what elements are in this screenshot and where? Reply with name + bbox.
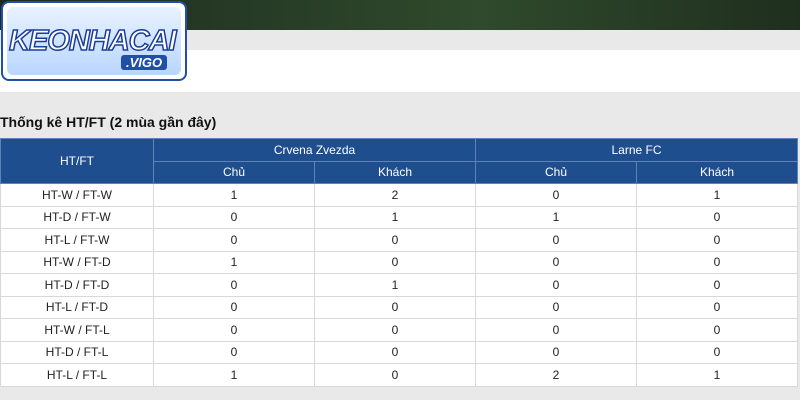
header-label: HT/FT	[0, 138, 154, 184]
cell-value: 0	[636, 205, 798, 229]
logo[interactable]: KEONHACAI .VIGO	[1, 1, 187, 81]
row-label: HT-D / FT-L	[0, 340, 154, 364]
header-row: HT/FT Crvena Zvezda Larne FC	[0, 138, 798, 184]
cell-value: 1	[314, 205, 476, 229]
data-row: HT-L / FT-D 0 0 0 0	[0, 295, 798, 319]
cell-value: 0	[153, 273, 315, 297]
data-row: HT-W / FT-L 0 0 0 0	[0, 318, 798, 342]
section-title: Thống kê HT/FT (2 mùa gần đây)	[0, 114, 217, 130]
cell-value: 0	[475, 250, 637, 274]
cell-value: 2	[475, 363, 637, 387]
column-header: Khách	[636, 160, 798, 184]
cell-value: 0	[475, 228, 637, 252]
cell-value: 0	[636, 250, 798, 274]
cell-value: 1	[475, 205, 637, 229]
cell-value: 0	[475, 318, 637, 342]
cell-value: 0	[475, 273, 637, 297]
column-header: Khách	[314, 160, 476, 184]
logo-sub: .VIGO	[121, 55, 168, 70]
cell-value: 0	[314, 228, 476, 252]
cell-value: 0	[153, 295, 315, 319]
row-label: HT-W / FT-W	[0, 183, 154, 207]
cell-value: 1	[153, 363, 315, 387]
cell-value: 0	[153, 228, 315, 252]
row-label: HT-L / FT-L	[0, 363, 154, 387]
row-label: HT-D / FT-W	[0, 205, 154, 229]
data-row: HT-W / FT-D 1 0 0 0	[0, 250, 798, 274]
data-row: HT-D / FT-W 0 1 1 0	[0, 205, 798, 229]
team-name: Larne FC	[475, 138, 798, 162]
team-name: Crvena Zvezda	[153, 138, 476, 162]
row-label: HT-W / FT-D	[0, 250, 154, 274]
stats-table: HT/FT Crvena Zvezda Larne FC Chủ Khách Chủ Khá…	[0, 138, 798, 387]
cell-value: 0	[153, 205, 315, 229]
column-header: Chủ	[153, 160, 315, 184]
row-label: HT-L / FT-D	[0, 295, 154, 319]
cell-value: 1	[636, 183, 798, 207]
cell-value: 1	[636, 363, 798, 387]
cell-value: 0	[314, 363, 476, 387]
cell-value: 0	[153, 340, 315, 364]
logo-text: KEONHACAI	[8, 24, 177, 58]
cell-value: 1	[153, 250, 315, 274]
cell-value: 0	[636, 318, 798, 342]
cell-value: 0	[153, 318, 315, 342]
cell-value: 2	[314, 183, 476, 207]
data-row: HT-L / FT-W 0 0 0 0	[0, 228, 798, 252]
cell-value: 0	[636, 295, 798, 319]
cell-value: 0	[314, 318, 476, 342]
cell-value: 0	[636, 340, 798, 364]
cell-value: 0	[475, 295, 637, 319]
row-label: HT-W / FT-L	[0, 318, 154, 342]
data-row: HT-D / FT-L 0 0 0 0	[0, 340, 798, 364]
data-row: HT-W / FT-W 1 2 0 1	[0, 183, 798, 207]
row-label: HT-L / FT-W	[0, 228, 154, 252]
cell-value: 0	[314, 295, 476, 319]
cell-value: 0	[636, 273, 798, 297]
cell-value: 1	[153, 183, 315, 207]
cell-value: 0	[636, 228, 798, 252]
data-row: HT-L / FT-L 1 0 2 1	[0, 363, 798, 387]
column-header: Chủ	[475, 160, 637, 184]
cell-value: 0	[314, 340, 476, 364]
cell-value: 0	[475, 183, 637, 207]
data-row: HT-D / FT-D 0 1 0 0	[0, 273, 798, 297]
cell-value: 0	[475, 340, 637, 364]
subheader-row: Chủ Khách Chủ Khách	[1, 160, 798, 184]
row-label: HT-D / FT-D	[0, 273, 154, 297]
cell-value: 0	[314, 250, 476, 274]
cell-value: 1	[314, 273, 476, 297]
